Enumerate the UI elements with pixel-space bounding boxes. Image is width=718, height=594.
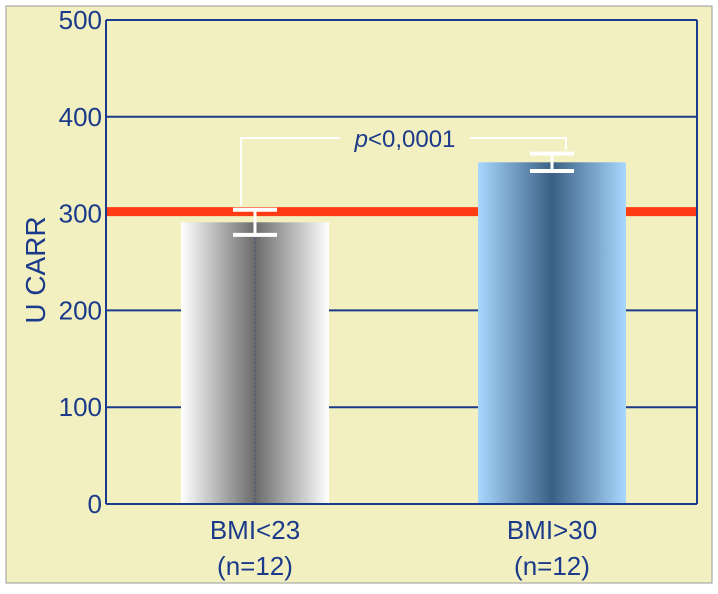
y-tick-label: 400 [59,102,102,132]
x-tick-label: BMI>30 [507,515,597,545]
x-tick-sublabel: (n=12) [217,551,293,581]
significance-bracket [240,137,567,206]
significance-label: p<0,0001 [354,126,456,153]
y-tick-label: 200 [59,295,102,325]
y-axis-label: U CARR [20,216,51,323]
significance-value: <0,0001 [368,126,455,153]
x-tick-sublabel: (n=12) [514,551,590,581]
y-tick-label: 300 [59,199,102,229]
significance-prefix: p [354,126,368,153]
y-tick-label: 0 [88,489,102,519]
y-tick-label: 500 [59,5,102,35]
x-tick-label: BMI<23 [210,515,300,545]
bar [478,162,626,504]
y-tick-label: 100 [59,392,102,422]
